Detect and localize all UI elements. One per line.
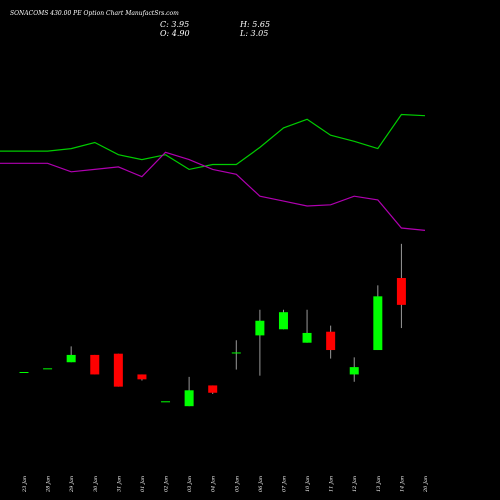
candle-body	[208, 385, 218, 393]
candle-body	[113, 353, 123, 387]
candle	[349, 357, 359, 382]
candle-body	[302, 332, 312, 343]
chart-title: SONACOMS 430.00 PE Option Chart Manufact…	[10, 10, 179, 17]
open-value: O: 4.90	[160, 29, 190, 38]
indicator-lines	[0, 113, 426, 231]
candle	[302, 309, 312, 343]
close-value: C: 3.95	[160, 20, 189, 29]
candle-body	[231, 352, 241, 354]
x-tick-label: 04 Jan	[211, 476, 217, 492]
candle	[113, 353, 123, 387]
candle-body	[255, 320, 265, 336]
low-value: L: 3.05	[239, 29, 268, 38]
candle	[396, 243, 406, 329]
candle	[373, 285, 383, 351]
x-tick-label: 10 Jan	[305, 476, 311, 492]
candle	[184, 376, 194, 407]
candle-body	[137, 374, 147, 380]
candle-body	[373, 296, 383, 351]
candle	[137, 374, 147, 381]
candles	[19, 243, 406, 407]
candle-body	[43, 368, 53, 370]
x-tick-label: 06 Jan	[258, 476, 264, 492]
x-tick-label: 12 Jan	[352, 476, 358, 492]
candle	[90, 354, 100, 375]
x-tick-label: 03 Jan	[187, 476, 193, 492]
x-tick-label: 02 Jan	[164, 476, 170, 492]
x-tick-label: 13 Jan	[376, 476, 382, 492]
x-tick-label: 23 Jan	[22, 476, 28, 493]
x-tick-label: 28 Jan	[46, 476, 52, 493]
x-tick-label: 01 Jan	[140, 476, 146, 492]
x-tick-label: 14 Jan	[399, 476, 405, 492]
candle	[278, 309, 288, 330]
candle	[43, 368, 53, 370]
candle	[161, 401, 171, 403]
x-tick-label: 31 Jan	[116, 476, 122, 492]
x-tick-label: 05 Jan	[234, 476, 240, 492]
candle	[66, 346, 76, 363]
x-axis: 23 Jan 28 Jan 29 Jan 30 Jan 31 Jan 01 Jan 02 J…	[22, 476, 429, 493]
candle	[231, 340, 241, 370]
candle-body	[90, 354, 100, 375]
candle-body	[326, 331, 336, 351]
x-tick-label: 07 Jan	[281, 476, 287, 492]
indicator-line-1	[0, 113, 426, 171]
x-tick-label: 20 Jan	[423, 476, 429, 493]
candle	[208, 385, 218, 394]
candle-body	[161, 401, 171, 403]
candle-body	[19, 372, 29, 373]
candle	[19, 372, 29, 373]
candle	[326, 325, 336, 359]
x-tick-label: 11 Jan	[329, 476, 335, 492]
x-tick-label: 30 Jan	[93, 476, 99, 492]
candle	[255, 309, 265, 376]
x-tick-label: 29 Jan	[69, 476, 75, 493]
candle-body	[278, 312, 288, 330]
candle-body	[396, 278, 406, 305]
candle-body	[66, 354, 76, 363]
candle-body	[184, 390, 194, 407]
high-value: H: 5.65	[239, 20, 270, 29]
indicator-line-2	[0, 151, 426, 231]
candle-body	[349, 367, 359, 375]
